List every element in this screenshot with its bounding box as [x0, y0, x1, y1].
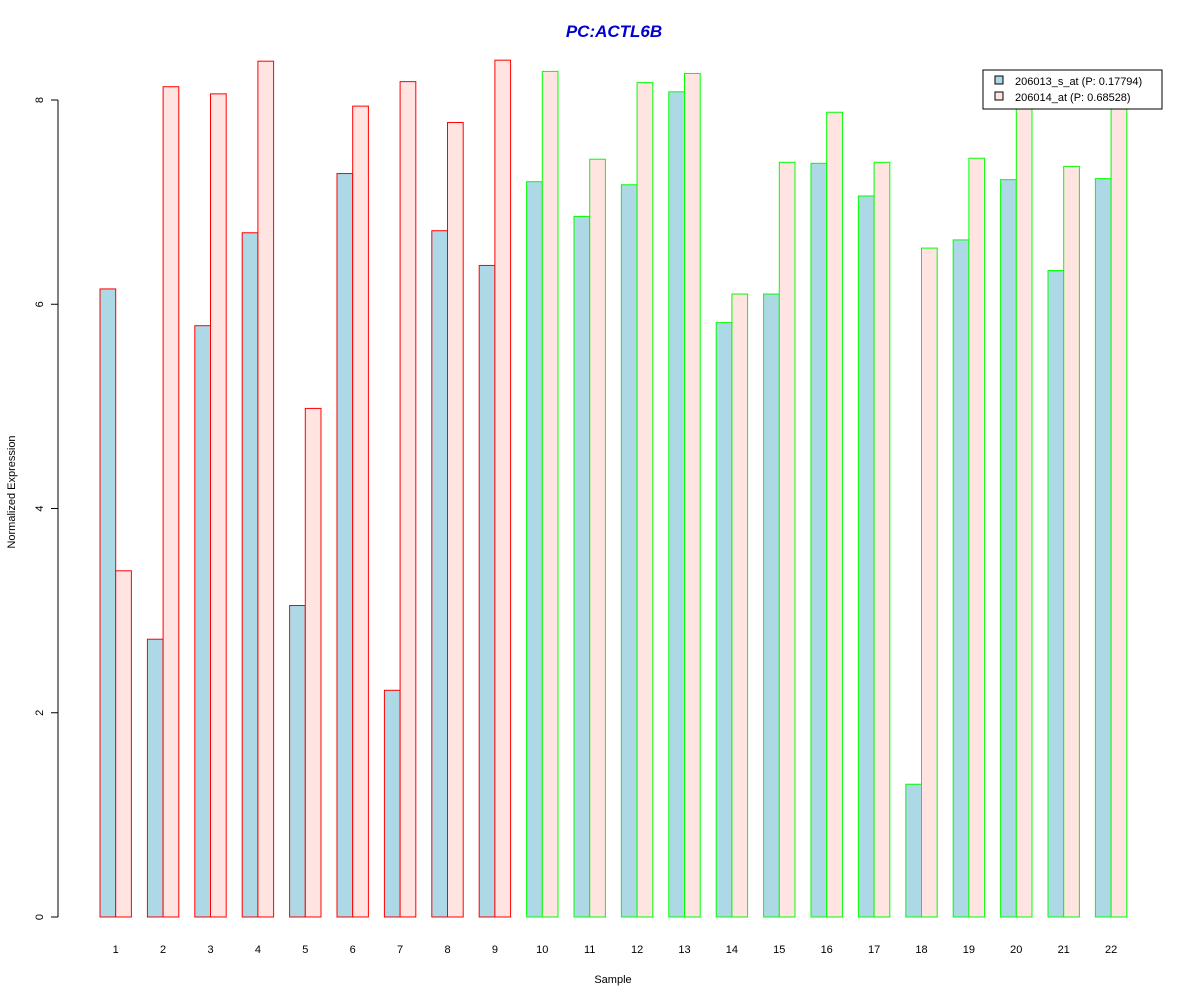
bar-sample-9-series-1 [478, 264, 496, 918]
bar-sample-14-series-1 [715, 322, 733, 918]
bar-sample-18-series-1 [905, 783, 922, 918]
legend-swatch-series-2 [994, 91, 1004, 101]
chart-title: PC:ACTL6B [566, 22, 662, 41]
legend: 206013_s_at (P: 0.17794) 206014_at (P: 0… [982, 69, 1163, 110]
x-tick-label-21: 21 [1058, 944, 1070, 956]
bar-sample-4-series-1 [241, 232, 259, 918]
y-axis-title: Normalized Expression [6, 435, 18, 548]
bar-sample-11-series-1 [573, 215, 591, 918]
x-tick-label-9: 9 [492, 944, 498, 956]
bar-sample-14-series-2 [731, 293, 749, 918]
legend-box [982, 69, 1163, 110]
bar-sample-6-series-1 [336, 173, 354, 918]
y-tick-label-2: 2 [34, 710, 46, 716]
x-tick-label-16: 16 [821, 944, 833, 956]
x-tick-label-1: 1 [113, 944, 119, 956]
x-tick-label-20: 20 [1010, 944, 1022, 956]
bar-sample-4-series-2 [257, 60, 275, 918]
x-tick-label-14: 14 [726, 944, 738, 956]
y-tick-label-4: 4 [34, 505, 46, 511]
bar-sample-11-series-2 [589, 158, 606, 918]
legend-label-series-1: 206013_s_at (P: 0.17794) [1015, 76, 1142, 88]
x-tick-label-13: 13 [678, 944, 690, 956]
x-tick-label-19: 19 [963, 944, 975, 956]
bar-sample-20-series-2 [1015, 99, 1033, 918]
bar-sample-12-series-1 [620, 184, 638, 918]
bar-sample-19-series-2 [968, 157, 986, 918]
x-tick-label-4: 4 [255, 944, 261, 956]
x-tick-label-12: 12 [631, 944, 643, 956]
bar-sample-7-series-1 [383, 689, 401, 918]
x-tick-label-7: 7 [397, 944, 403, 956]
y-axis: 0 2 4 6 8 [34, 97, 59, 920]
x-tick-label-17: 17 [868, 944, 880, 956]
bar-sample-13-series-1 [668, 91, 685, 918]
x-tick-label-8: 8 [444, 944, 450, 956]
bar-sample-2-series-2 [162, 86, 180, 918]
x-tick-label-15: 15 [773, 944, 785, 956]
bar-sample-3-series-2 [210, 93, 227, 918]
legend-label-series-2: 206014_at (P: 0.68528) [1015, 92, 1131, 104]
x-tick-label-11: 11 [584, 944, 595, 956]
bar-sample-3-series-1 [194, 325, 212, 918]
legend-swatch-series-1 [994, 75, 1004, 85]
bar-sample-2-series-1 [146, 638, 164, 918]
bar-sample-10-series-2 [541, 70, 559, 918]
x-tick-label-10: 10 [536, 944, 548, 956]
bar-sample-17-series-2 [873, 161, 891, 918]
bar-sample-6-series-2 [352, 105, 369, 918]
bar-sample-21-series-2 [1063, 165, 1080, 918]
x-tick-label-5: 5 [302, 944, 308, 956]
bar-sample-21-series-1 [1047, 270, 1065, 918]
bar-sample-1-series-1 [99, 288, 117, 918]
bars-group [99, 59, 1128, 918]
bar-sample-5-series-2 [304, 407, 322, 918]
x-tick-label-3: 3 [207, 944, 213, 956]
bar-sample-7-series-2 [399, 81, 417, 918]
bar-sample-15-series-2 [778, 161, 796, 918]
x-tick-label-2: 2 [160, 944, 166, 956]
bar-sample-8-series-2 [447, 121, 464, 918]
x-tick-label-18: 18 [915, 944, 927, 956]
bar-sample-22-series-2 [1110, 101, 1128, 918]
bar-sample-10-series-1 [526, 181, 543, 918]
x-axis-title: Sample [594, 974, 631, 986]
bar-sample-16-series-2 [826, 111, 843, 918]
bar-sample-20-series-1 [1000, 179, 1017, 918]
bar-sample-8-series-1 [431, 230, 448, 918]
x-axis-labels: 1 2 3 4 5 6 7 8 9 10 11 12 13 14 15 16 17 18 19 20 21 22 [113, 944, 1118, 956]
bar-sample-9-series-2 [494, 59, 512, 918]
bar-sample-12-series-2 [636, 82, 654, 918]
bar-sample-13-series-2 [684, 72, 701, 918]
bar-sample-22-series-1 [1094, 178, 1112, 918]
bar-sample-1-series-2 [115, 570, 132, 918]
y-tick-label-8: 8 [34, 97, 46, 103]
bar-sample-5-series-1 [289, 605, 306, 918]
bar-sample-15-series-1 [763, 293, 780, 918]
bar-sample-16-series-1 [810, 162, 828, 918]
x-tick-label-22: 22 [1105, 944, 1117, 956]
bar-sample-18-series-2 [921, 247, 938, 918]
y-tick-label-6: 6 [34, 301, 46, 307]
x-tick-label-6: 6 [350, 944, 356, 956]
bar-sample-17-series-1 [857, 195, 875, 918]
bar-sample-19-series-1 [952, 239, 970, 918]
y-tick-label-0: 0 [34, 914, 46, 920]
